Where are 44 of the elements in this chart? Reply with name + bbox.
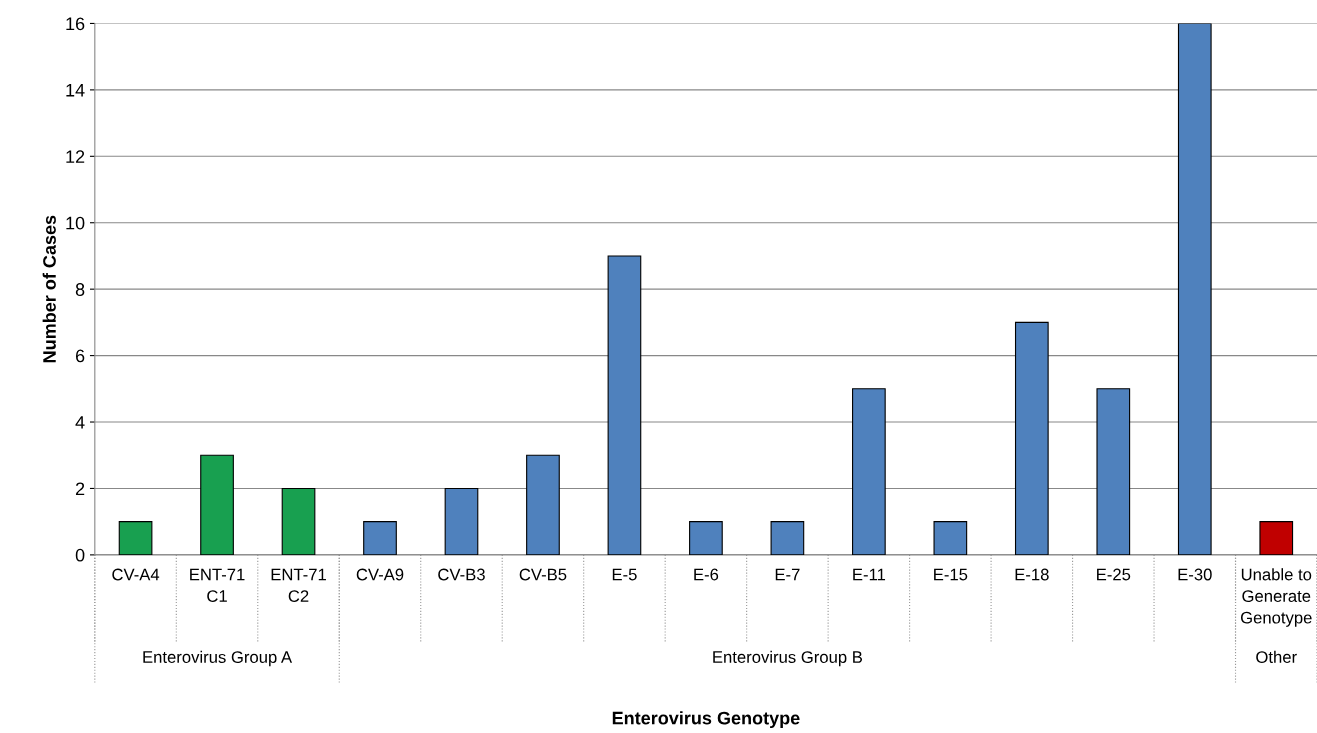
x-tick-label: ENT-71 C2 <box>271 568 326 602</box>
y-tick-label: 0 <box>75 548 85 562</box>
bar <box>933 521 968 555</box>
x-tick-label: CV-A4 <box>112 568 160 581</box>
x-tick-label: E-5 <box>612 568 637 581</box>
bar <box>1259 521 1294 555</box>
y-axis-title: Number of Cases <box>42 215 56 363</box>
x-tick-label: E-7 <box>775 568 800 581</box>
x-tick-label: E-11 <box>853 568 886 581</box>
text: Enterovirus Group A <box>143 650 293 667</box>
bar <box>200 454 234 555</box>
bar <box>363 521 397 555</box>
bar <box>1096 388 1131 555</box>
x-tick-label: E-25 <box>1097 568 1131 581</box>
bar <box>1177 23 1212 555</box>
y-tick-label: 10 <box>66 216 85 230</box>
y-tick-label: 16 <box>66 17 85 31</box>
x-tick-label: E-30 <box>1178 568 1212 581</box>
x-tick-label: ENT-71 C1 <box>190 568 245 602</box>
bar <box>852 388 886 555</box>
bar <box>1014 321 1049 555</box>
bar <box>281 487 316 555</box>
x-tick-label: CV-B5 <box>519 568 567 581</box>
bar <box>444 487 479 555</box>
bar <box>770 521 805 555</box>
y-tick-label: 2 <box>75 482 85 495</box>
text: Other <box>1256 650 1297 663</box>
x-tick-label: E-18 <box>1015 568 1049 581</box>
y-tick-label: 12 <box>66 150 85 163</box>
x-axis-title: Enterovirus Genotype <box>612 711 800 729</box>
x-tick-label: Unable to Generate Genotype <box>1240 568 1312 627</box>
y-tick-label: 8 <box>75 283 85 296</box>
y-tick-label: 6 <box>75 349 85 363</box>
bar <box>607 255 642 555</box>
x-tick-label: CV-A9 <box>356 568 404 581</box>
x-tick-label: CV-B3 <box>438 568 485 581</box>
bar <box>526 454 560 555</box>
y-tick-label: 14 <box>66 84 85 97</box>
bar <box>118 521 153 555</box>
x-tick-label: E-15 <box>934 568 968 581</box>
y-tick-label: 4 <box>75 416 85 429</box>
text: Enterovirus Group B <box>713 650 863 667</box>
bar <box>689 521 723 555</box>
x-tick-label: E-6 <box>694 568 719 581</box>
